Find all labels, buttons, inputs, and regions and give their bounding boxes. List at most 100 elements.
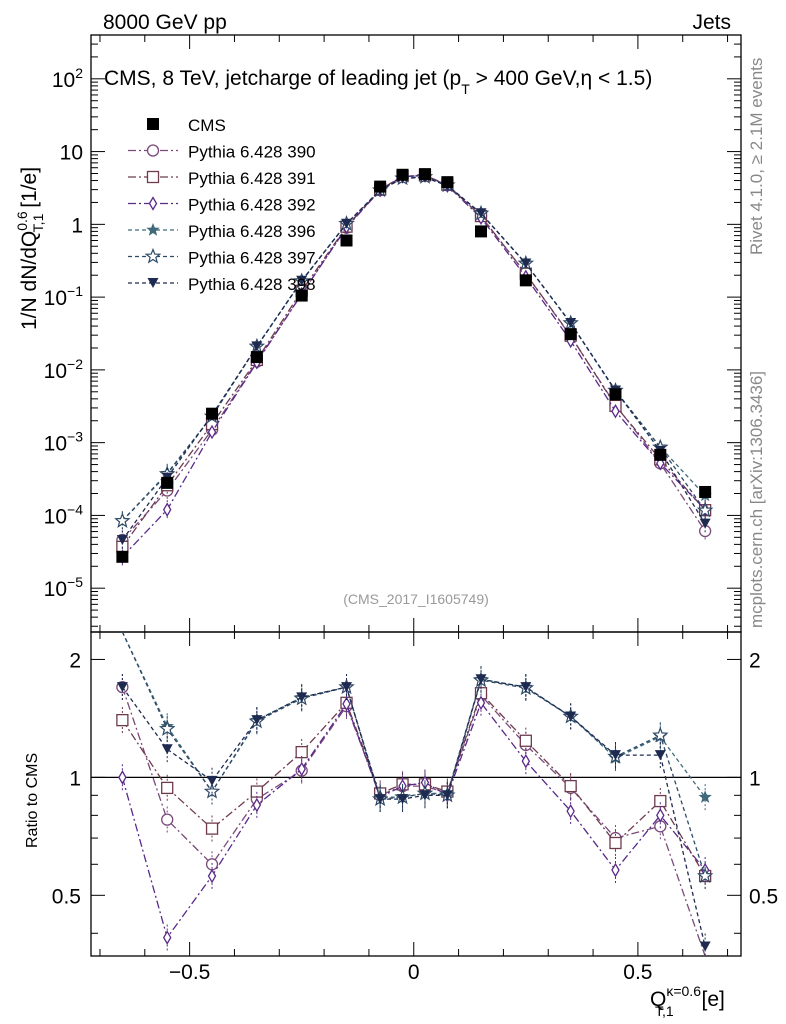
data-point-cms: [396, 168, 409, 181]
ratio-point-p391: [564, 779, 577, 793]
data-point-cms: [418, 168, 431, 181]
tick-exponent: −4: [67, 501, 83, 517]
ratio-point-p392: [162, 930, 172, 945]
data-point-cms: [699, 485, 712, 498]
series-line-p390: [121, 175, 706, 541]
x-tick-label: 0.5: [623, 961, 652, 984]
data-point-cms: [206, 407, 219, 420]
ratio-point-p392: [252, 797, 262, 813]
data-point-cms: [161, 476, 174, 489]
main-series-layer: [114, 168, 714, 567]
legend-label: Pythia 6.428 390: [188, 143, 316, 162]
ratio-point-p392: [611, 862, 620, 878]
legend-entry-p392: Pythia 6.428 392: [128, 196, 316, 215]
legend-entry-p391: Pythia 6.428 391: [128, 169, 316, 188]
main-y-label: 1/N dN/dQ0.6T,1 [1/e]: [14, 167, 46, 330]
xlabel-part-a: Q: [650, 988, 666, 1011]
data-point-cms: [116, 550, 129, 563]
ratio-y-tick-label: 1: [69, 767, 81, 790]
ylabel-part-a: 1/N dN/dQ: [18, 231, 41, 330]
data-point-cms: [519, 274, 532, 287]
data-point-cms: [475, 225, 487, 238]
legend-marker: [147, 118, 159, 130]
title-sub: T: [461, 81, 470, 97]
tick-exponent: −3: [67, 429, 83, 445]
main-y-tick-label: 1: [71, 214, 83, 237]
main-y-tick-label: 102: [52, 65, 83, 92]
data-point-p398: [699, 518, 711, 529]
ratio-point-p398: [374, 794, 386, 805]
title-part-b: > 400 GeV,η < 1.5): [470, 67, 653, 90]
ratio-point-p398: [520, 682, 532, 693]
ratio-point-p398: [609, 750, 621, 761]
main-y-tick-label: 10−3: [44, 429, 84, 456]
header-right: Jets: [692, 11, 731, 34]
ratio-point-p398: [699, 941, 711, 952]
ratio-point-p396: [698, 790, 712, 803]
legend: CMS Pythia 6.428 390 Pythia 6.428 391 Pythi…: [128, 116, 316, 294]
ratio-point-p392: [297, 761, 306, 777]
ratio-point-p397: [652, 726, 669, 743]
ratio-line-p397: [121, 632, 706, 877]
header-left: 8000 GeV pp: [103, 11, 227, 34]
ratio-y-tick-label-right: 2: [749, 649, 761, 672]
ratio-point-p391: [654, 794, 667, 808]
ratio-point-p392: [476, 695, 486, 711]
ratio-point-p398: [654, 750, 666, 761]
data-point-p398: [116, 534, 128, 545]
tick-base: 10: [52, 69, 75, 92]
analysis-watermark: (CMS_2017_I1605749): [343, 591, 489, 607]
legend-label: Pythia 6.428 392: [188, 196, 316, 215]
ratio-line-p398: [121, 678, 706, 947]
ratio-point-p392: [566, 803, 575, 819]
xlabel-part-b: [e]: [696, 988, 725, 1011]
legend-entry-p390: Pythia 6.428 390: [128, 143, 316, 162]
ratio-y-label: Ratio to CMS: [24, 753, 41, 848]
ratio-point-p391: [116, 713, 129, 727]
data-point-p398: [475, 208, 487, 219]
legend-label: Pythia 6.428 396: [188, 222, 316, 241]
ylabel-sup: 0.6: [14, 211, 30, 231]
ratio-point-p398: [419, 790, 431, 801]
tick-base: 10: [44, 287, 67, 310]
ratio-point-p391: [161, 781, 174, 795]
ratio-series-layer: [116, 632, 714, 956]
ratio-plot-frame: [90, 631, 742, 957]
tick-base: 10: [44, 360, 67, 383]
ratio-point-p398: [251, 715, 263, 726]
tick-base: 10: [44, 578, 67, 601]
legend-entry-p396: Pythia 6.428 396: [128, 222, 316, 241]
legend-marker: [146, 170, 160, 184]
legend-label: Pythia 6.428 398: [188, 275, 316, 294]
data-point-p398: [251, 341, 263, 352]
ratio-y-tick-label: 2: [69, 649, 81, 672]
tick-base: 10: [44, 505, 67, 528]
ylabel-sub: T,1: [30, 213, 46, 232]
main-y-tick-label: 10−2: [44, 356, 84, 383]
ratio-y-tick-label: 0.5: [52, 885, 81, 908]
ratio-point-p397: [696, 867, 714, 884]
ratio-point-p398: [397, 794, 409, 805]
ratio-point-p398: [161, 744, 173, 755]
series-line-p398: [121, 176, 706, 541]
legend-entry-p398: Pythia 6.428 398: [128, 275, 316, 294]
ratio-point-p391: [609, 836, 622, 850]
data-point-cms: [564, 328, 577, 341]
main-y-tick-label: 10−1: [44, 283, 84, 310]
data-point-p397: [696, 501, 714, 518]
ratio-point-p391: [250, 785, 264, 798]
data-point-cms: [295, 289, 308, 302]
ratio-point-p398: [565, 711, 577, 722]
x-tick-label: 0: [408, 961, 420, 984]
data-point-p397: [114, 512, 131, 528]
x-axis-label: Qκ=0.6 T,1 [e]: [650, 983, 725, 1019]
data-point-cms: [250, 351, 263, 364]
ratio-point-p391: [295, 745, 308, 759]
data-point-cms: [654, 448, 667, 461]
ratio-point-p398: [475, 674, 487, 685]
legend-entry-cms: CMS: [147, 116, 226, 135]
data-point-p398: [520, 258, 532, 269]
legend-entry-p397: Pythia 6.428 397: [128, 247, 316, 268]
main-y-tick-label: 10: [60, 142, 83, 165]
